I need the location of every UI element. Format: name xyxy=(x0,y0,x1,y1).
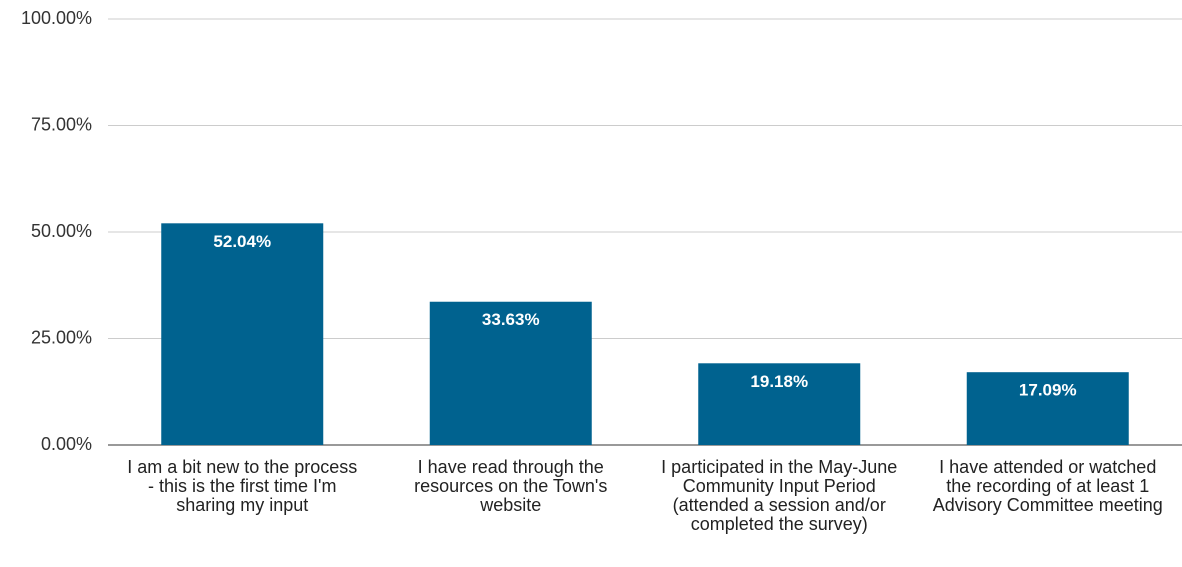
y-tick-label: 25.00% xyxy=(31,327,92,347)
value-label: 52.04% xyxy=(213,232,271,251)
bar xyxy=(698,363,861,445)
x-tick-label: I have attended or watched the recording… xyxy=(932,457,1163,515)
x-tick-label: I have read through the resources on the… xyxy=(414,457,608,515)
bar xyxy=(966,372,1129,445)
value-label: 19.18% xyxy=(750,372,808,391)
value-label: 17.09% xyxy=(1019,381,1077,400)
y-tick-label: 0.00% xyxy=(41,434,92,454)
value-label: 33.63% xyxy=(482,310,540,329)
bar xyxy=(161,223,324,445)
bar xyxy=(429,301,592,445)
y-tick-label: 75.00% xyxy=(31,114,92,134)
y-tick-label: 100.00% xyxy=(21,8,92,28)
y-tick-label: 50.00% xyxy=(31,221,92,241)
x-tick-label: I participated in the May-June Community… xyxy=(661,457,898,534)
x-tick-label: I am a bit new to the process - this is … xyxy=(127,457,358,515)
